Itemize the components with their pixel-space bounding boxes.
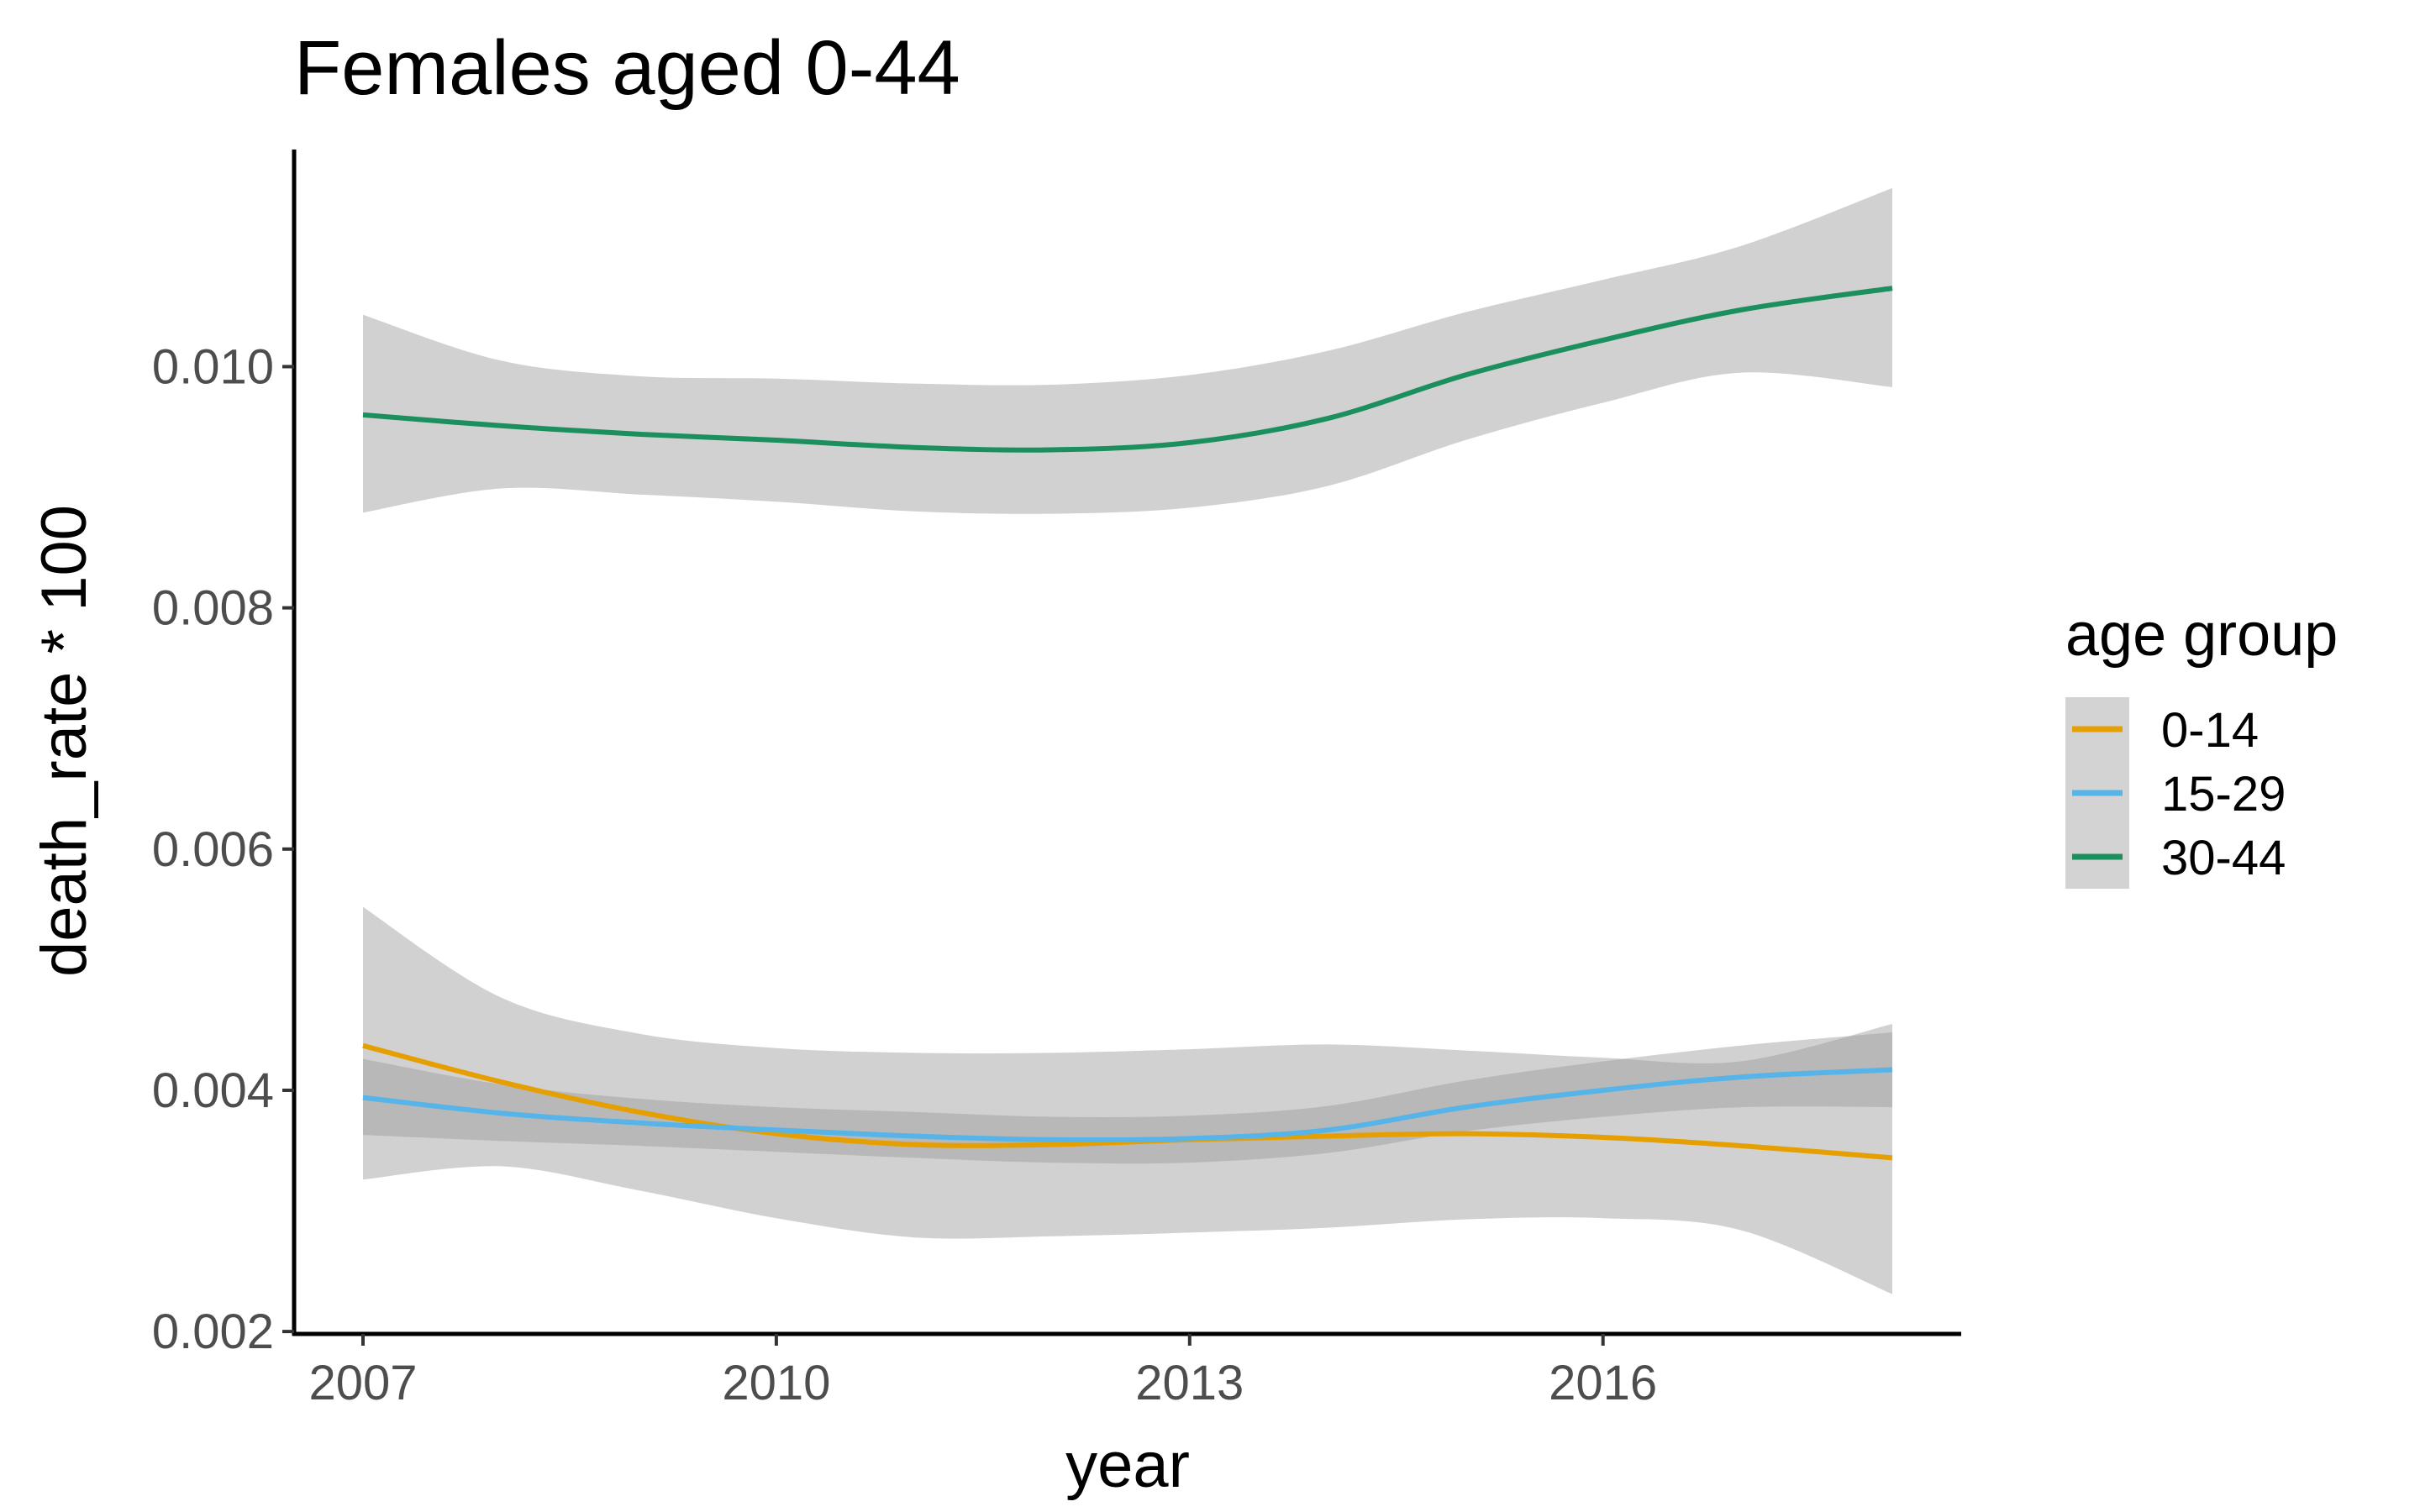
y-tick-label: 0.008	[152, 581, 274, 636]
legend: age group 0-14 15-29 30-44	[2065, 601, 2338, 889]
x-tick-label: 2013	[1135, 1356, 1244, 1410]
legend-label: 0-14	[2161, 703, 2259, 758]
chart-title: Females aged 0-44	[294, 25, 960, 111]
legend-label: 30-44	[2161, 831, 2286, 885]
x-axis-title: year	[1065, 1430, 1190, 1501]
series-lines	[362, 286, 1893, 1161]
x-tick-label: 2007	[308, 1356, 417, 1410]
x-axis-ticks: 2007 2010 2013 2016	[308, 1334, 1657, 1410]
legend-label: 15-29	[2161, 767, 2286, 822]
confidence-band-30-44	[363, 187, 1892, 514]
legend-items: 0-14 15-29 30-44	[2065, 697, 2286, 889]
y-tick-label: 0.004	[152, 1063, 274, 1118]
y-tick-label: 0.010	[152, 339, 274, 394]
series-line-15-29	[362, 1067, 1893, 1143]
y-tick-label: 0.002	[152, 1305, 274, 1359]
x-tick-label: 2010	[722, 1356, 830, 1410]
y-axis-ticks: 0.002 0.004 0.006 0.008 0.010	[152, 339, 294, 1359]
legend-title: age group	[2065, 601, 2338, 669]
series-line-0-14	[362, 1042, 1893, 1161]
y-tick-label: 0.006	[152, 822, 274, 877]
confidence-band-0-14	[363, 906, 1892, 1294]
x-tick-label: 2016	[1549, 1356, 1657, 1410]
y-axis-title: death_rate * 100	[29, 505, 100, 977]
series-line-30-44	[362, 286, 1893, 453]
confidence-bands	[363, 187, 1892, 1294]
